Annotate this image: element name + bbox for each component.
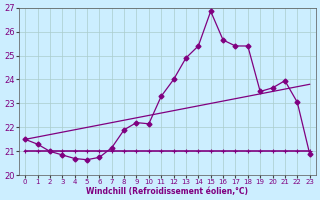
X-axis label: Windchill (Refroidissement éolien,°C): Windchill (Refroidissement éolien,°C) [86,187,248,196]
